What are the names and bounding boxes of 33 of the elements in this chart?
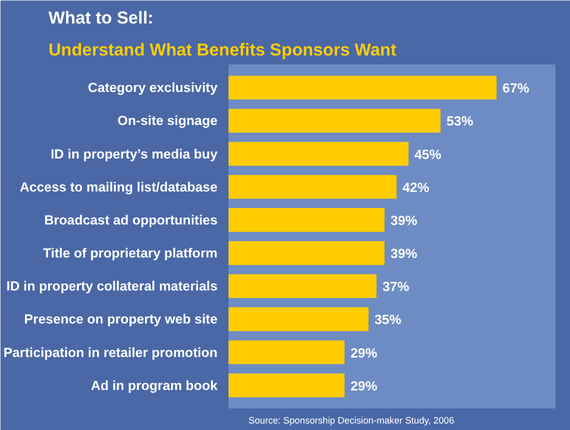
bar [228,174,397,199]
y-tick-label: ID in property collateral materials [6,278,218,294]
y-tick-label: On-site signage [118,113,218,128]
y-tick-label: Access to mailing list/database [20,179,218,194]
bar [228,142,409,166]
y-tick-label: Participation in retailer promotion [3,344,218,360]
source-note: Source: Sponsorship Decision-maker Study, 2006 [248,416,454,426]
chart-subtitle: Understand What Benefits Sponsors Want [48,40,397,60]
data-label: 29% [350,378,378,394]
y-tick-label: ID in property’s media buy [50,146,218,162]
data-label: 35% [374,312,402,328]
y-tick-label: Broadcast ad opportunities [44,212,218,228]
bar [228,208,385,232]
data-label: 67% [502,80,530,96]
bar [228,108,441,133]
data-label: 53% [446,114,474,129]
y-tick-label: Ad in program book [90,378,218,393]
bar [228,340,345,364]
data-label: 39% [390,246,418,262]
y-tick-label: Category exclusivity [88,80,218,96]
bar [228,76,497,100]
chart-title: What to Sell: [48,8,154,28]
y-tick-label: Presence on property web site [24,312,218,327]
data-label: 37% [382,279,410,294]
y-tick-label: Title of proprietary platform [42,246,218,261]
data-label: 42% [402,180,430,195]
bar [228,274,377,298]
data-label: 39% [390,212,418,228]
bar [228,307,369,332]
bar [228,241,385,265]
data-label: 45% [414,146,442,162]
bar [228,373,345,398]
data-label: 29% [350,345,378,360]
